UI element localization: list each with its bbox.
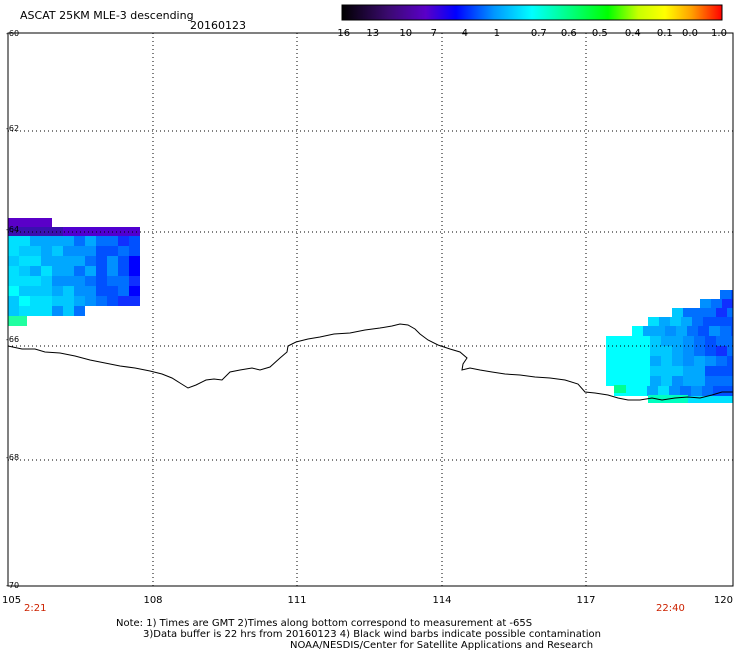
map-frame: [7, 32, 734, 587]
longitude-tick-label: 114: [432, 595, 451, 606]
antarctic-coastline: [7, 323, 733, 401]
longitude-tick-label: 108: [143, 595, 162, 606]
note-line-3: NOAA/NESDIS/Center for Satellite Applica…: [290, 640, 593, 650]
longitude-tick-label: 105: [2, 595, 21, 606]
longitude-tick-label: 111: [287, 595, 306, 606]
map-title: ASCAT 25KM MLE-3 descending: [20, 9, 194, 22]
latitude-tick-label: -68: [6, 453, 19, 462]
latitude-tick-label: -70: [6, 581, 19, 590]
latitude-tick-label: -60: [6, 29, 19, 38]
note-line-1: Note: 1) Times are GMT 2)Times along bot…: [116, 618, 532, 629]
graticule: [8, 33, 733, 586]
wind-swath-east: [606, 290, 733, 403]
latitude-labels: -60 -62 -64 -66 -68 -70: [6, 29, 19, 590]
longitude-tick-label: 120: [714, 595, 733, 606]
latitude-tick-label: -62: [6, 124, 19, 133]
latitude-tick-label: -64: [6, 225, 19, 234]
time-start-label: 2:21: [24, 603, 46, 614]
note-line-2: 3)Data buffer is 22 hrs from 20160123 4)…: [143, 629, 601, 640]
map-date: 20160123: [190, 19, 246, 32]
colorbar: -16 -13 -10 -7 -4 -1 -0.7 -0.6 -0.5 -0.4 -0.1 0.0 1.…: [334, 4, 727, 39]
longitude-tick-label: 117: [576, 595, 595, 606]
time-end-label: 22:40: [656, 603, 685, 614]
wind-swath-west: [8, 218, 140, 326]
latitude-tick-label: -66: [6, 335, 19, 344]
colorbar-gradient: [341, 4, 723, 21]
longitude-labels: 105 108 111 114 117 120: [2, 595, 733, 606]
